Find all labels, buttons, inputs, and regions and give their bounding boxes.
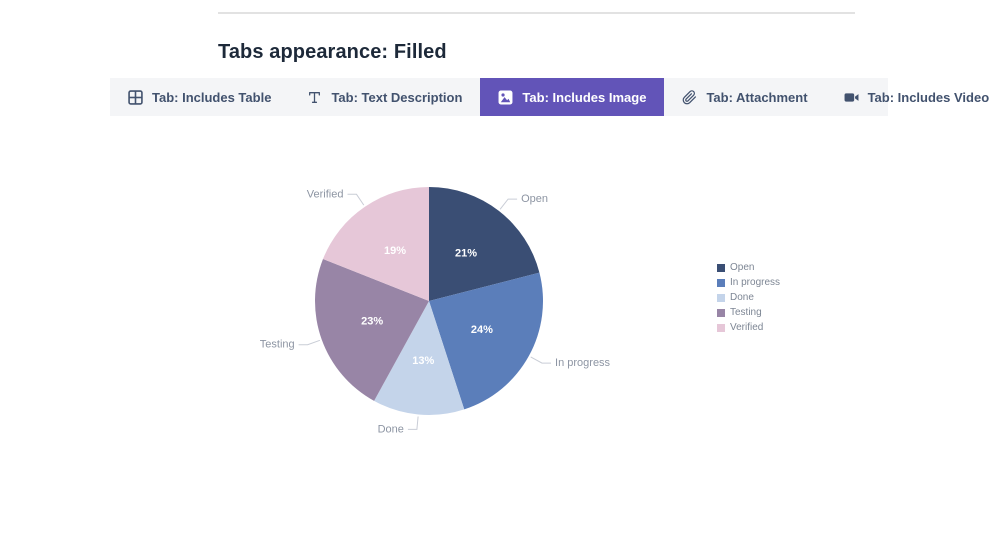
tab-label: Tab: Attachment [706, 89, 808, 105]
text-icon [307, 90, 322, 105]
legend-label: Open [730, 262, 755, 273]
pie-category-label-testing: Testing [260, 339, 295, 351]
tab-attachment[interactable]: Tab: Attachment [664, 78, 825, 116]
legend-swatch [717, 278, 725, 287]
legend-label: Verified [730, 322, 764, 333]
legend-item-open: Open [717, 262, 780, 273]
tab-includes-table[interactable]: Tab: Includes Table [110, 78, 289, 116]
pie-category-label-done: Done [378, 423, 404, 435]
pie-slice-testing [315, 259, 429, 401]
legend-swatch [717, 308, 725, 317]
legend-item-done: Done [717, 292, 780, 303]
pie-category-label-in-progress: In progress [555, 357, 611, 369]
pie-slice-done [374, 301, 465, 416]
tab-bar: Tab: Includes Table Tab: Text Descriptio… [110, 78, 989, 116]
legend-swatch [717, 323, 725, 332]
table-icon [128, 89, 143, 105]
legend-item-verified: Verified [717, 322, 780, 333]
video-icon [844, 90, 859, 105]
tab-text-description[interactable]: Tab: Text Description [289, 78, 480, 116]
legend-item-testing: Testing [717, 307, 780, 318]
pie-label-connector [530, 356, 551, 364]
pie-percent-label: 19% [384, 245, 406, 257]
pie-percent-label: 24% [471, 324, 493, 336]
top-divider [218, 12, 855, 14]
attachment-icon [682, 89, 697, 105]
legend-swatch [717, 293, 725, 302]
tab-includes-image[interactable]: Tab: Includes Image [480, 78, 665, 116]
legend-swatch [717, 263, 725, 272]
tab-label: Tab: Includes Table [152, 89, 272, 105]
pie-percent-label: 21% [455, 247, 477, 259]
pie-percent-label: 23% [361, 315, 383, 327]
tab-label: Tab: Text Description [331, 89, 463, 105]
pie-slice-open [429, 186, 540, 301]
page-title: Tabs appearance: Filled [218, 41, 447, 63]
chart-legend: Open In progress Done Testing Verified [717, 262, 780, 337]
pie-label-connector [347, 193, 365, 206]
legend-label: Done [730, 292, 754, 303]
pie-label-connector [407, 416, 419, 430]
image-icon [498, 90, 513, 105]
pie-label-connector [298, 339, 321, 346]
pie-category-label-open: Open [521, 193, 548, 205]
tab-includes-video[interactable]: Tab: Includes Video [826, 78, 999, 116]
legend-label: In progress [730, 277, 781, 288]
tab-label: Tab: Includes Video [867, 89, 990, 105]
legend-item-in-progress: In progress [717, 277, 780, 288]
pie-category-label-verified: Verified [307, 188, 344, 200]
pie-slice-verified [323, 187, 429, 301]
pie-slice-in-progress [429, 272, 544, 410]
pie-label-connector [499, 198, 518, 210]
legend-label: Testing [730, 307, 762, 318]
pie-percent-label: 13% [412, 355, 434, 367]
tab-label: Tab: Includes Image [522, 89, 647, 105]
